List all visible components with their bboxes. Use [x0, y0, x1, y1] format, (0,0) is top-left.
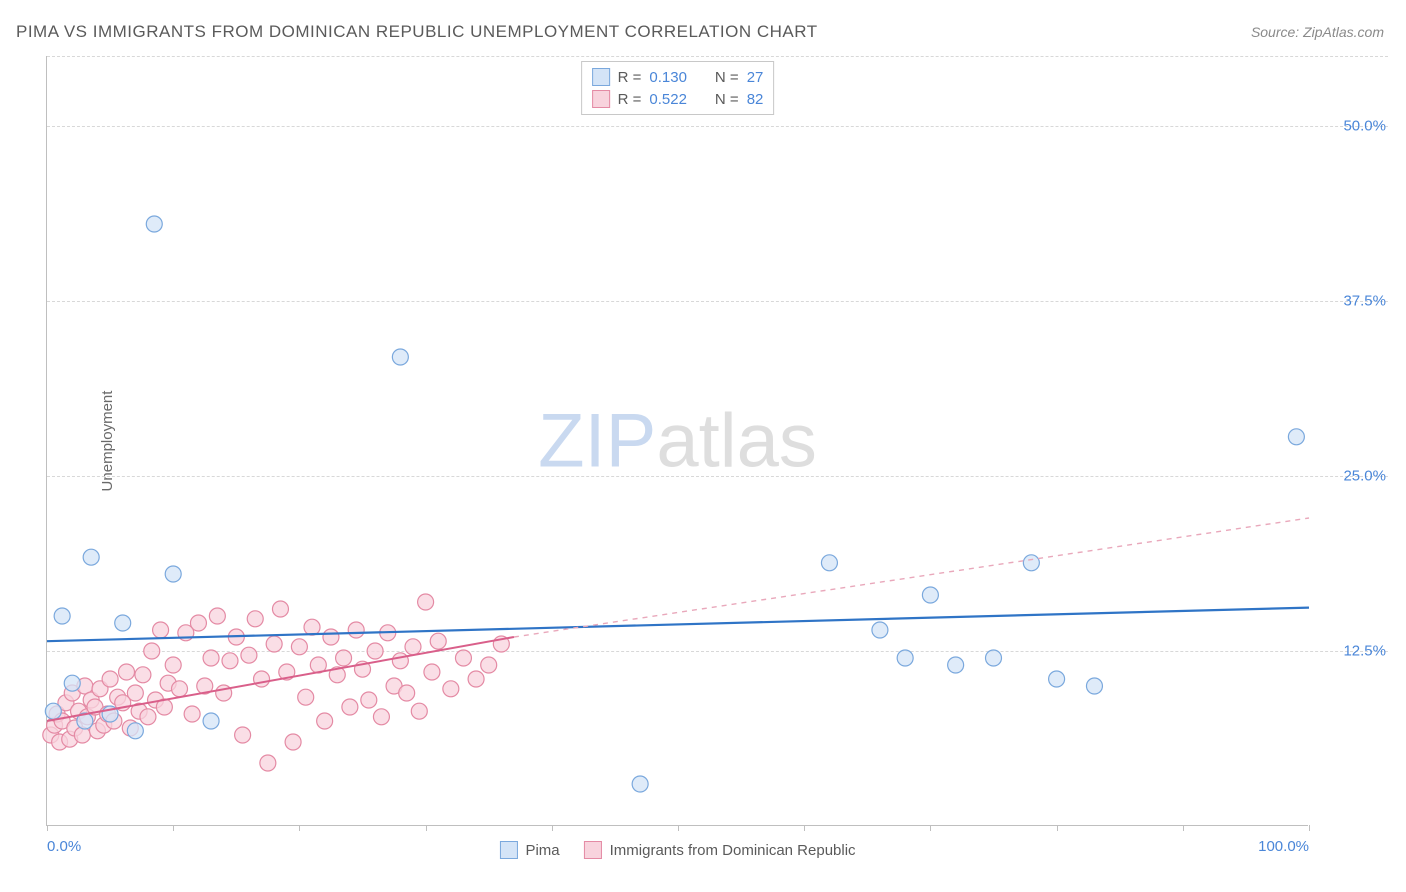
r-value-pima: 0.130: [649, 69, 687, 86]
pima-swatch-icon: [592, 68, 610, 86]
data-point: [184, 706, 200, 722]
y-tick-label: 37.5%: [1343, 293, 1386, 310]
data-point: [298, 689, 314, 705]
data-point: [260, 755, 276, 771]
data-point: [399, 685, 415, 701]
chart-title: PIMA VS IMMIGRANTS FROM DOMINICAN REPUBL…: [16, 22, 818, 42]
data-point: [285, 734, 301, 750]
pima-swatch-icon: [499, 841, 517, 859]
data-point: [392, 653, 408, 669]
data-point: [172, 681, 188, 697]
data-point: [135, 667, 151, 683]
data-point: [336, 650, 352, 666]
source-attribution: Source: ZipAtlas.com: [1251, 24, 1384, 40]
data-point: [254, 671, 270, 687]
stats-row-pima: R = 0.130 N = 27: [592, 66, 764, 88]
data-point: [64, 675, 80, 691]
data-point: [411, 703, 427, 719]
data-point: [140, 709, 156, 725]
data-point: [872, 622, 888, 638]
dr-swatch-icon: [592, 90, 610, 108]
data-point: [373, 709, 389, 725]
data-point: [317, 713, 333, 729]
data-point: [54, 608, 70, 624]
data-point: [348, 622, 364, 638]
legend-label: Immigrants from Dominican Republic: [610, 842, 856, 859]
data-point: [1086, 678, 1102, 694]
scatter-svg: [47, 56, 1308, 825]
r-label: R =: [618, 69, 642, 86]
r-value-dr: 0.522: [649, 91, 687, 108]
stats-row-dr: R = 0.522 N = 82: [592, 88, 764, 110]
data-point: [323, 629, 339, 645]
data-point: [948, 657, 964, 673]
data-point: [190, 615, 206, 631]
data-point: [127, 685, 143, 701]
data-point: [209, 608, 225, 624]
y-tick-label: 12.5%: [1343, 643, 1386, 660]
data-point: [468, 671, 484, 687]
y-tick-label: 50.0%: [1343, 118, 1386, 135]
data-point: [418, 594, 434, 610]
data-point: [430, 633, 446, 649]
data-point: [481, 657, 497, 673]
data-point: [203, 650, 219, 666]
data-point: [127, 723, 143, 739]
data-point: [45, 703, 61, 719]
plot-area: Unemployment ZIPatlas 12.5%25.0%37.5%50.…: [46, 56, 1308, 826]
n-value-pima: 27: [747, 69, 764, 86]
data-point: [165, 657, 181, 673]
data-point: [367, 643, 383, 659]
data-point: [74, 727, 90, 743]
data-point: [922, 587, 938, 603]
data-point: [119, 664, 135, 680]
y-tick-label: 25.0%: [1343, 468, 1386, 485]
data-point: [241, 647, 257, 663]
legend-item-pima: Pima: [499, 841, 559, 859]
data-point: [1288, 429, 1304, 445]
stats-legend: R = 0.130 N = 27 R = 0.522 N = 82: [581, 61, 775, 115]
data-point: [405, 639, 421, 655]
data-point: [153, 622, 169, 638]
data-point: [247, 611, 263, 627]
dr-swatch-icon: [584, 841, 602, 859]
data-point: [144, 643, 160, 659]
data-point: [203, 713, 219, 729]
n-value-dr: 82: [747, 91, 764, 108]
n-label: N =: [715, 69, 739, 86]
x-tick-label: 0.0%: [47, 838, 81, 855]
data-point: [146, 216, 162, 232]
data-point: [102, 671, 118, 687]
legend-label: Pima: [525, 842, 559, 859]
data-point: [361, 692, 377, 708]
data-point: [897, 650, 913, 666]
x-tick-label: 100.0%: [1258, 838, 1309, 855]
data-point: [235, 727, 251, 743]
data-point: [1049, 671, 1065, 687]
data-point: [821, 555, 837, 571]
data-point: [986, 650, 1002, 666]
data-point: [165, 566, 181, 582]
data-point: [342, 699, 358, 715]
data-point: [632, 776, 648, 792]
legend-item-dr: Immigrants from Dominican Republic: [584, 841, 856, 859]
data-point: [222, 653, 238, 669]
n-label: N =: [715, 91, 739, 108]
series-legend: Pima Immigrants from Dominican Republic: [499, 841, 855, 859]
data-point: [83, 549, 99, 565]
data-point: [291, 639, 307, 655]
r-label: R =: [618, 91, 642, 108]
data-point: [1023, 555, 1039, 571]
data-point: [424, 664, 440, 680]
data-point: [304, 619, 320, 635]
data-point: [443, 681, 459, 697]
data-point: [455, 650, 471, 666]
data-point: [272, 601, 288, 617]
data-point: [115, 615, 131, 631]
data-point: [266, 636, 282, 652]
data-point: [392, 349, 408, 365]
